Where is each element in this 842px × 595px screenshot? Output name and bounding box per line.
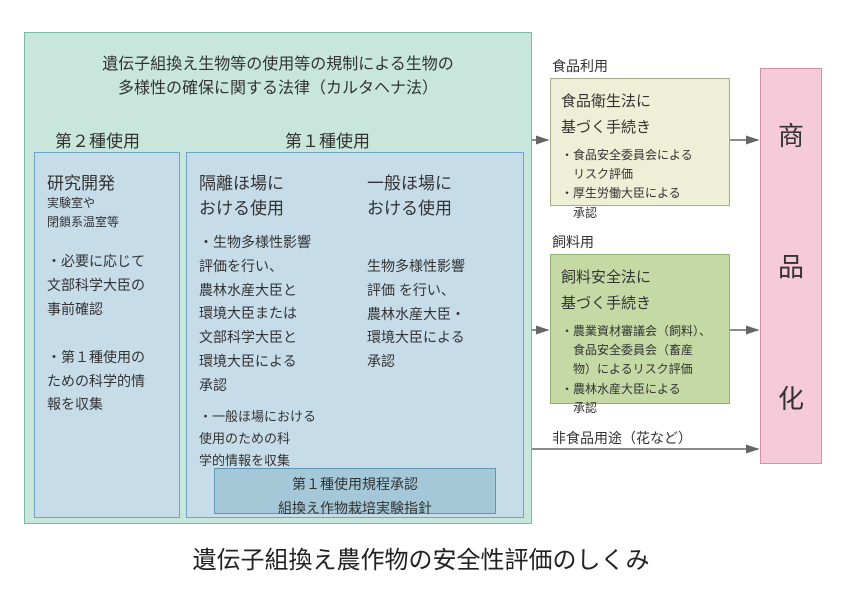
type2-label: 第２種使用 (55, 127, 140, 152)
product-c2: 品 (778, 247, 804, 284)
nonfood-header: 非食品用途（花など） (552, 428, 692, 448)
product-c1: 商 (778, 116, 804, 153)
feed-header: 飼料用 (552, 232, 594, 252)
type1-right-title-l1: 一般ほ場に (367, 169, 517, 194)
type1-left-p1-l6: 環境大臣による (199, 350, 349, 374)
type2-title: 研究開発 (47, 169, 167, 194)
feed-b2-l2: 承認 (561, 399, 719, 418)
type2-p2-l3: 報を収集 (47, 393, 167, 417)
product-c3: 化 (778, 379, 804, 416)
type1-use-panel: 隔離ほ場に おける使用 ・生物多様性影響 評価を行い、 農林水産大臣と 環境大臣… (186, 152, 524, 518)
food-procedure-panel: 食品衛生法に 基づく手続き ・食品安全委員会による リスク評価 ・厚生労働大臣に… (550, 78, 730, 206)
food-title-l2: 基づく手続き (561, 115, 719, 141)
food-b2-l2: 承認 (561, 204, 719, 223)
feed-title-l2: 基づく手続き (561, 291, 719, 317)
feed-b1-l3: 物）によるリスク評価 (561, 360, 719, 379)
type1-bottom-panel: 第１種使用規程承認 組換え作物栽培実験指針 (214, 468, 496, 514)
main-title: 遺伝子組換え農作物の安全性評価のしくみ (0, 540, 842, 575)
type1-bottom-l1: 第１種使用規程承認 (215, 473, 495, 497)
type2-p2-l2: ための科学的情 (47, 370, 167, 394)
feed-b2-l1: ・農林水産大臣による (561, 380, 719, 399)
food-b1-l2: リスク評価 (561, 165, 719, 184)
cartagena-heading-line1: 遺伝子組換え生物等の使用等の規制による生物の (25, 53, 531, 77)
type1-right-p1-l2: 評価 を行い、 (367, 279, 517, 303)
type2-p1-l2: 文部科学大臣の (47, 274, 167, 298)
type2-p1-l3: 事前確認 (47, 298, 167, 322)
feed-procedure-panel: 飼料安全法に 基づく手続き ・農業資材審議会（飼料）、 食品安全委員会（畜産 物… (550, 254, 730, 404)
type1-label: 第１種使用 (285, 127, 370, 152)
feed-b1-l1: ・農業資材審議会（飼料）、 (561, 322, 719, 341)
nonfood-line (532, 448, 750, 450)
type1-left-title-l1: 隔離ほ場に (199, 169, 349, 194)
type2-p2-l1: ・第１種使用の (47, 346, 167, 370)
food-b1-l1: ・食品安全委員会による (561, 146, 719, 165)
type1-left-p2-l2: 使用のための科 (199, 428, 349, 450)
type1-left-title-l2: おける使用 (199, 194, 349, 219)
type1-left-p1-l7: 承認 (199, 374, 349, 398)
type1-left-p1-l4: 環境大臣または (199, 302, 349, 326)
cartagena-heading-line2: 多様性の確保に関する法律（カルタヘナ法） (25, 77, 531, 101)
type1-left-p1-l2: 評価を行い、 (199, 255, 349, 279)
food-title-l1: 食品衛生法に (561, 89, 719, 115)
type1-bottom-l2: 組換え作物栽培実験指針 (215, 497, 495, 521)
type2-use-panel: 研究開発 実験室や 閉鎖系温室等 ・必要に応じて 文部科学大臣の 事前確認 ・第… (34, 152, 180, 518)
type1-right-title-l2: おける使用 (367, 194, 517, 219)
type1-left-p1-l3: 農林水産大臣と (199, 279, 349, 303)
food-b2-l1: ・厚生労働大臣による (561, 184, 719, 203)
type1-right-p1-l4: 環境大臣による (367, 326, 517, 350)
type1-left-p2-l1: ・一般ほ場における (199, 406, 349, 428)
type2-p1-l1: ・必要に応じて (47, 250, 167, 274)
type2-sub-l1: 実験室や (47, 194, 167, 213)
feed-b1-l2: 食品安全委員会（畜産 (561, 341, 719, 360)
type1-left-p1-l1: ・生物多様性影響 (199, 231, 349, 255)
food-header: 食品利用 (552, 56, 608, 76)
type2-sub-l2: 閉鎖系温室等 (47, 213, 167, 232)
type1-left-p1-l5: 文部科学大臣と (199, 326, 349, 350)
commercialization-panel: 商 品 化 (760, 68, 822, 464)
type1-right-p1-l5: 承認 (367, 350, 517, 374)
feed-title-l1: 飼料安全法に (561, 265, 719, 291)
type1-right-p1-l1: 生物多様性影響 (367, 255, 517, 279)
type1-right-p1-l3: 農林水産大臣・ (367, 303, 517, 327)
